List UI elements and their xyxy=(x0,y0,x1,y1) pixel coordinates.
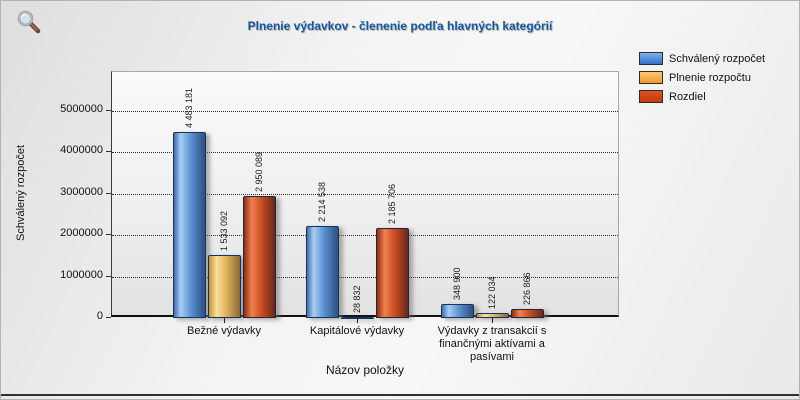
bar-value-label: 122 034 xyxy=(487,276,497,309)
bar-value-label: 348 900 xyxy=(452,267,462,300)
y-axis-tick xyxy=(106,317,111,318)
zoom-button[interactable] xyxy=(14,8,44,38)
legend-item: Plnenie rozpočtu xyxy=(639,68,765,87)
legend-item: Schválený rozpočet xyxy=(639,49,765,68)
bar xyxy=(207,254,241,318)
gridline xyxy=(112,152,618,154)
y-axis-tick xyxy=(106,192,111,194)
category-label: Bežné výdavky xyxy=(187,325,261,337)
legend-swatch xyxy=(639,71,663,84)
bar xyxy=(510,308,544,318)
x-axis-tick xyxy=(492,318,493,323)
y-axis-tick-label: 1000000 xyxy=(60,268,103,281)
bar xyxy=(375,227,409,318)
gridline xyxy=(112,235,618,237)
bar xyxy=(440,303,474,318)
bar-value-label: 4 483 181 xyxy=(184,88,194,129)
bar xyxy=(172,132,206,318)
legend-swatch xyxy=(639,52,663,65)
bar-value-label: 226 866 xyxy=(522,272,532,305)
bar xyxy=(475,312,509,318)
legend-label: Schválený rozpočet xyxy=(669,52,765,65)
plot-area: 4 483 181 1 533 092 2 950 089 Bežné výdavky… xyxy=(111,71,619,363)
x-axis-tick xyxy=(357,318,358,323)
legend-label: Rozdiel xyxy=(669,90,706,103)
y-axis-tick-label: 0 xyxy=(96,310,103,322)
y-axis-tick-label: 4000000 xyxy=(60,144,103,157)
legend-swatch xyxy=(639,90,663,103)
legend: Schválený rozpočet Plnenie rozpočtu Rozdie… xyxy=(639,49,765,106)
bar-value-label: 28 832 xyxy=(352,285,362,313)
bar xyxy=(305,226,339,318)
bar-value-label: 2 185 706 xyxy=(387,183,397,224)
legend-label: Plnenie rozpočtu xyxy=(669,71,751,84)
bar xyxy=(242,195,276,318)
panel-bottom-rule xyxy=(1,394,799,396)
category-label: Kapitálové výdavky xyxy=(309,325,405,337)
y-axis-tick xyxy=(106,110,111,111)
gridline xyxy=(112,111,618,112)
x-axis-tick xyxy=(224,318,225,323)
y-axis-tick-label: 3000000 xyxy=(60,185,103,198)
y-axis-tick-label: 2000000 xyxy=(60,227,103,240)
bar-value-label: 1 533 092 xyxy=(219,210,229,251)
y-axis-tick xyxy=(106,234,111,236)
gridline xyxy=(112,276,618,278)
x-axis-title: Názov položky xyxy=(325,363,405,377)
magnifier-icon xyxy=(17,10,41,34)
y-axis-tick xyxy=(106,275,111,277)
y-axis-title: Schválený rozpočet xyxy=(15,145,27,241)
chart-title: Plnenie výdavkov - členenie podľa hlavný… xyxy=(247,19,553,33)
y-axis-tick-label: 5000000 xyxy=(60,103,103,115)
legend-item: Rozdiel xyxy=(639,87,765,106)
y-axis-tick xyxy=(106,151,111,153)
gridline xyxy=(112,193,618,195)
bar-value-label: 2 950 089 xyxy=(254,151,264,192)
category-label: Výdavky z transakcií s finančnými aktíva… xyxy=(437,325,547,363)
bar-value-label: 2 214 538 xyxy=(317,182,327,223)
